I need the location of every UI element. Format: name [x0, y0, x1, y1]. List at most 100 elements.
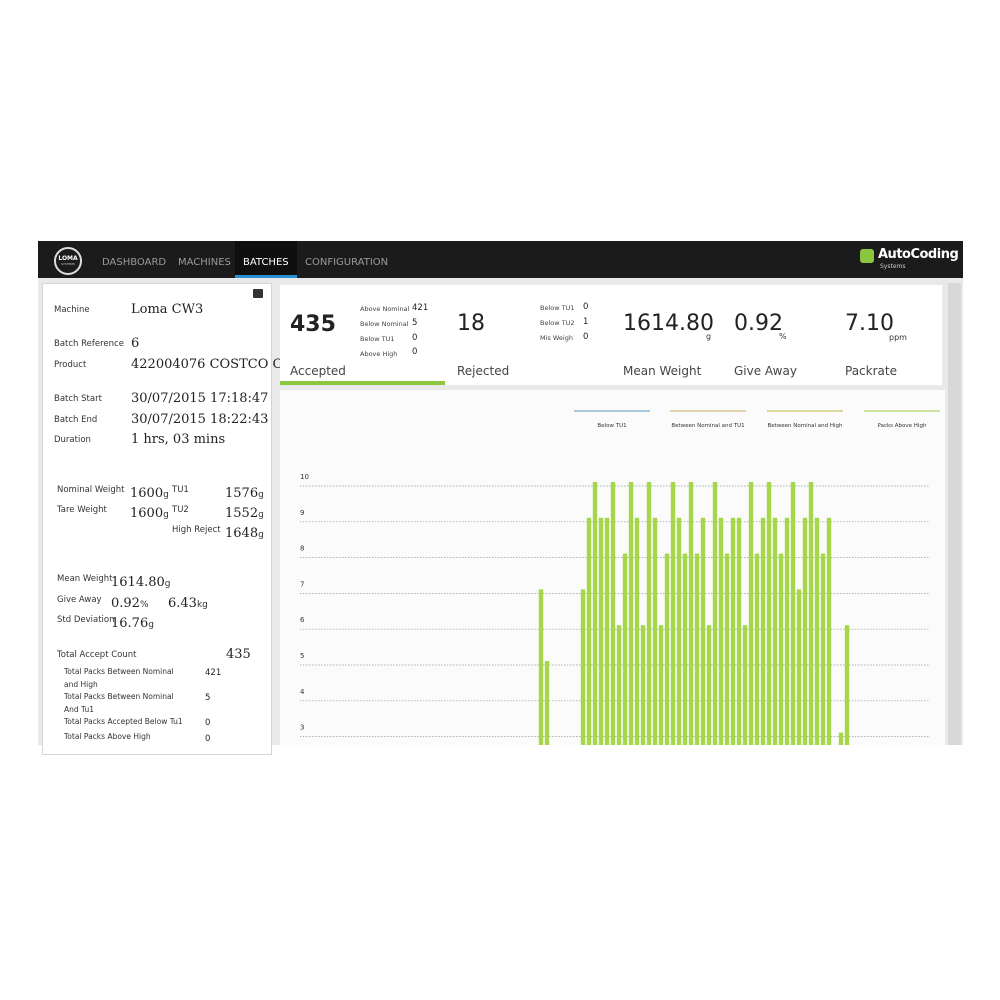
bar [616, 625, 622, 840]
summary-label: Rejected [457, 364, 510, 378]
count-label: Total Packs Accepted Below Tu1 [64, 717, 183, 726]
value: 0.92 [111, 596, 140, 611]
breakdown-label: Mis Weigh [540, 334, 573, 342]
unit: g [163, 490, 169, 500]
loma-logo[interactable]: LOMA SYSTEMS [54, 247, 82, 275]
nav-bar: LOMA SYSTEMS DASHBOARD MACHINES BATCHES … [38, 241, 963, 278]
field-label: Duration [54, 435, 91, 445]
y-tick-label: 4 [300, 688, 305, 696]
field-label: Product [54, 360, 87, 370]
logo-sub: SYSTEMS [61, 262, 75, 266]
unit: g [258, 510, 264, 520]
bar [826, 517, 832, 840]
bar [820, 553, 826, 840]
nav-item[interactable]: DASHBOARD [102, 257, 167, 268]
summary-label: Give Away [734, 364, 797, 378]
bar [700, 517, 706, 840]
bar [652, 517, 658, 840]
breakdown-value: 1 [583, 317, 589, 327]
unit: % [139, 600, 149, 610]
field-value: Loma CW3 [131, 302, 204, 317]
batch-panel [42, 283, 272, 755]
nav-item[interactable]: MACHINES [178, 257, 231, 268]
summary-value: 18 [457, 311, 485, 336]
weight-label: Tare Weight [57, 505, 107, 515]
bar [760, 517, 766, 840]
print-icon[interactable] [253, 289, 263, 298]
bar [580, 589, 586, 840]
stat-value: 0.92% [111, 592, 149, 611]
stat-label: Mean Weight [57, 574, 113, 584]
bar [784, 517, 790, 840]
value: 1648 [225, 526, 259, 541]
breakdown-label: Below TU2 [540, 319, 575, 327]
breakdown-label: Above High [360, 350, 398, 358]
value: 1600 [130, 486, 164, 501]
bar [838, 732, 844, 840]
count-label: Total Packs Between Nominal And Tu1 [64, 692, 174, 714]
weight-value: 1600g [130, 482, 169, 501]
unit: kg [196, 600, 208, 610]
bar [724, 553, 730, 840]
breakdown-label: Below TU1 [360, 335, 395, 343]
breakdown-value: 0 [583, 302, 589, 312]
count-value: 435 [226, 647, 251, 662]
field-value: 30/07/2015 18:22:43 [131, 412, 269, 427]
bar [772, 517, 778, 840]
breakdown-label: Above Nominal [360, 305, 410, 313]
bar [748, 482, 754, 840]
bar [718, 517, 724, 840]
y-tick-label: 9 [300, 509, 304, 517]
y-tick-label: 7 [300, 580, 304, 588]
bar [730, 517, 736, 840]
bar [808, 482, 814, 840]
bar [646, 482, 652, 840]
chart: Below TU1 Between Nominal and TU1 Between … [300, 410, 940, 840]
bar [694, 553, 700, 840]
weight-value: 1600g [130, 502, 169, 521]
weight-value: 1552g [225, 502, 264, 521]
summary-value: 435 [290, 312, 336, 337]
unit: g [164, 579, 171, 589]
summary-card [445, 285, 942, 385]
count-value: 421 [205, 668, 222, 678]
bar [814, 517, 820, 840]
y-tick-label: 10 [300, 473, 309, 481]
y-tick-label: 6 [300, 616, 305, 624]
legend-label: Packs Above High [878, 423, 927, 429]
bar [706, 625, 712, 840]
bar [790, 482, 796, 840]
bar [610, 482, 616, 840]
bar [628, 482, 634, 840]
scrollbar[interactable] [948, 283, 961, 745]
breakdown-value: 421 [412, 303, 429, 313]
field-value: 30/07/2015 17:18:47 [131, 391, 269, 406]
summary-value: 7.10 [845, 311, 894, 336]
legend-label: Between Nominal and High [767, 423, 843, 429]
nav-item[interactable]: BATCHES [235, 241, 297, 278]
partner-icon [860, 249, 874, 263]
stat-value: 1614.80g [111, 571, 170, 590]
accepted-card[interactable] [280, 285, 445, 385]
legend-label: Between Nominal and TU1 [671, 423, 744, 429]
bar [658, 625, 664, 840]
field-label: Batch Start [54, 394, 102, 404]
field-label: Batch Reference [54, 339, 124, 349]
value: 1614.80 [111, 575, 165, 590]
y-tick-label: 3 [300, 724, 304, 732]
bar [592, 482, 598, 840]
nav-item[interactable]: CONFIGURATION [305, 257, 389, 268]
breakdown-label: Below Nominal [360, 320, 409, 328]
count-label: Total Packs Above High [64, 732, 151, 741]
partner-sub: Systems [880, 263, 906, 270]
bar [676, 517, 682, 840]
bar [796, 589, 802, 840]
value: 1600 [130, 506, 164, 521]
bar [670, 482, 676, 840]
field-label: Machine [54, 305, 90, 315]
count-value: 0 [205, 718, 211, 728]
unit: g [258, 490, 264, 500]
unit: g [163, 510, 169, 520]
breakdown-value: 0 [583, 332, 589, 342]
